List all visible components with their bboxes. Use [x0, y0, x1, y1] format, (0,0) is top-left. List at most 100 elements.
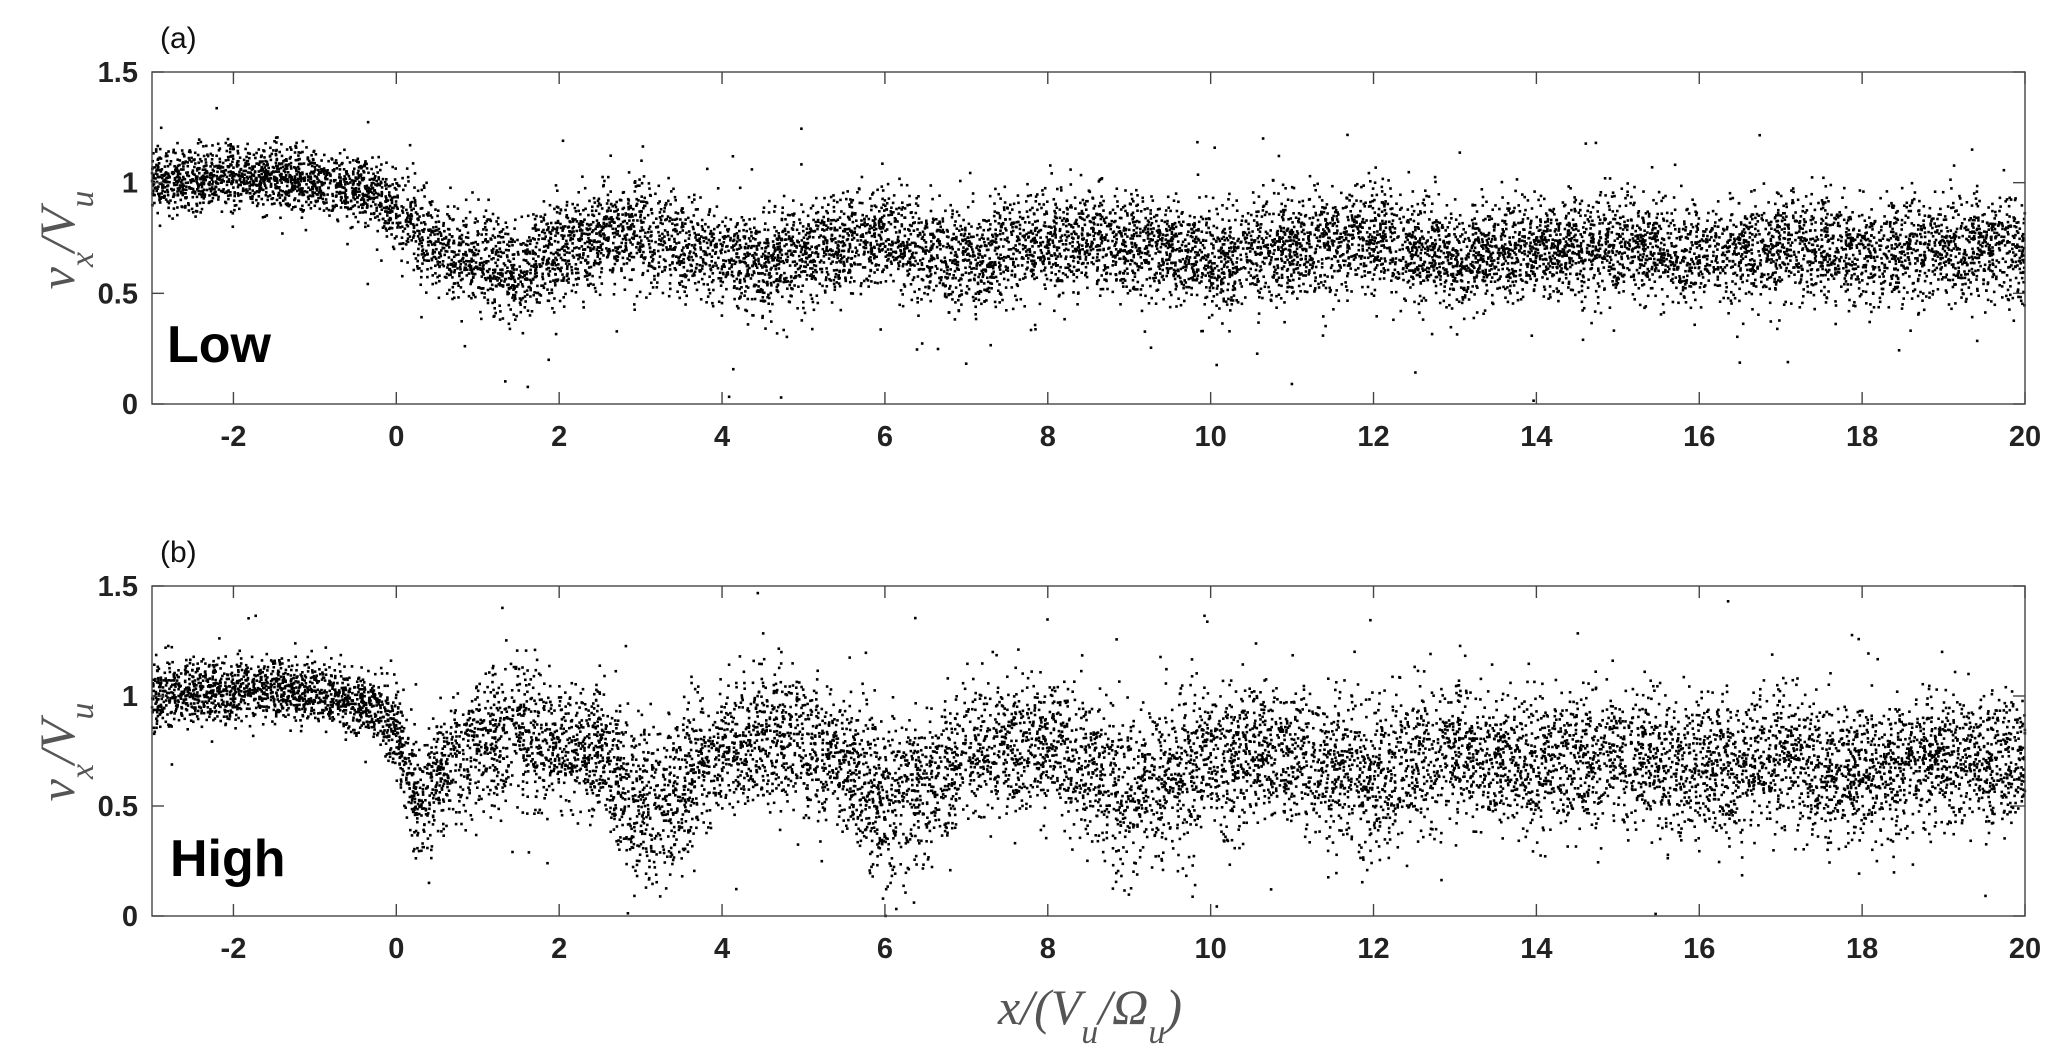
- scatter-point: [1930, 249, 1933, 253]
- scatter-point: [952, 232, 955, 236]
- scatter-point: [1690, 272, 1694, 275]
- scatter-point: [1211, 251, 1214, 255]
- scatter-point: [1485, 234, 1489, 237]
- scatter-point: [1473, 227, 1477, 230]
- scatter-point: [1227, 297, 1230, 301]
- scatter-point: [1475, 274, 1479, 277]
- scatter-point: [322, 209, 326, 212]
- scatter-point: [1667, 224, 1671, 228]
- scatter-point: [1851, 211, 1854, 214]
- scatter-point: [945, 263, 948, 266]
- scatter-point: [579, 220, 582, 223]
- scatter-point: [529, 295, 532, 298]
- scatter-point: [1279, 226, 1283, 230]
- scatter-point: [1290, 199, 1294, 202]
- scatter-point: [1991, 209, 1994, 213]
- scatter-point: [1228, 273, 1231, 277]
- scatter-point: [1085, 200, 1088, 203]
- scatter-point: [2018, 267, 2022, 271]
- scatter-point: [263, 178, 266, 181]
- scatter-point: [1729, 299, 1733, 302]
- scatter-point: [1598, 254, 1602, 257]
- scatter-point: [1383, 271, 1386, 274]
- scatter-point: [1983, 238, 1986, 242]
- scatter-point: [204, 158, 207, 161]
- scatter-point: [1401, 267, 1405, 271]
- scatter-point: [695, 263, 699, 266]
- scatter-point: [800, 290, 803, 293]
- scatter-point: [1675, 286, 1678, 290]
- scatter-point: [1332, 214, 1335, 218]
- scatter-point: [900, 214, 903, 217]
- scatter-point: [738, 229, 741, 233]
- scatter-point: [629, 251, 633, 255]
- scatter-point: [371, 200, 375, 204]
- scatter-point: [899, 252, 903, 255]
- scatter-point: [1930, 247, 1934, 251]
- scatter-point: [380, 208, 384, 211]
- scatter-point: [796, 307, 799, 310]
- scatter-point: [1934, 238, 1938, 242]
- scatter-point: [1308, 268, 1311, 272]
- scatter-point: [272, 149, 275, 152]
- scatter-point: [1023, 305, 1026, 308]
- scatter-point: [1574, 224, 1578, 228]
- scatter-point: [2016, 264, 2019, 267]
- scatter-point: [326, 193, 329, 196]
- scatter-point: [1418, 241, 1421, 245]
- scatter-point: [1612, 263, 1615, 267]
- scatter-point: [1784, 252, 1787, 256]
- scatter-point: [1967, 256, 1971, 260]
- scatter-point: [1822, 176, 1825, 180]
- scatter-point: [1627, 257, 1630, 260]
- scatter-point: [459, 286, 463, 289]
- scatter-point: [1668, 254, 1672, 257]
- scatter-point: [1471, 203, 1474, 207]
- scatter-point: [1542, 229, 1546, 233]
- scatter-point: [1977, 216, 1980, 219]
- scatter-point: [416, 235, 420, 238]
- scatter-point: [542, 245, 546, 248]
- scatter-point: [1006, 236, 1009, 240]
- scatter-point: [657, 184, 661, 188]
- scatter-point: [934, 271, 937, 275]
- scatter-point: [275, 170, 278, 173]
- scatter-point: [356, 220, 360, 224]
- scatter-point: [811, 300, 815, 304]
- scatter-point: [1309, 263, 1312, 266]
- scatter-point: [354, 179, 357, 183]
- scatter-point: [1419, 258, 1423, 262]
- scatter-point: [425, 291, 428, 294]
- scatter-point: [1648, 278, 1651, 281]
- scatter-point: [1682, 295, 1686, 298]
- scatter-point: [847, 250, 850, 253]
- scatter-point: [592, 246, 596, 249]
- scatter-point: [539, 215, 542, 218]
- scatter-point: [227, 170, 230, 174]
- scatter-point: [716, 187, 720, 190]
- scatter-point: [613, 210, 616, 213]
- scatter-point: [1011, 226, 1014, 229]
- scatter-point: [1055, 206, 1059, 209]
- scatter-point: [861, 213, 864, 217]
- scatter-point: [300, 162, 303, 166]
- scatter-point: [591, 205, 594, 209]
- scatter-point: [1220, 282, 1223, 286]
- scatter-point: [936, 256, 939, 260]
- scatter-point: [351, 183, 355, 186]
- scatter-point: [1798, 230, 1801, 233]
- scatter-point: [775, 332, 779, 335]
- scatter-point: [1538, 243, 1542, 246]
- scatter-point: [1204, 296, 1207, 300]
- scatter-point: [1389, 207, 1392, 211]
- scatter-point: [1747, 263, 1751, 266]
- scatter-point: [1162, 278, 1165, 281]
- scatter-point: [354, 176, 358, 180]
- scatter-point: [740, 286, 743, 289]
- scatter-point: [1295, 263, 1299, 266]
- scatter-point: [1669, 263, 1673, 267]
- scatter-point: [1666, 295, 1669, 298]
- scatter-point: [1425, 274, 1429, 278]
- scatter-point: [1624, 196, 1627, 200]
- scatter-point: [1821, 274, 1825, 277]
